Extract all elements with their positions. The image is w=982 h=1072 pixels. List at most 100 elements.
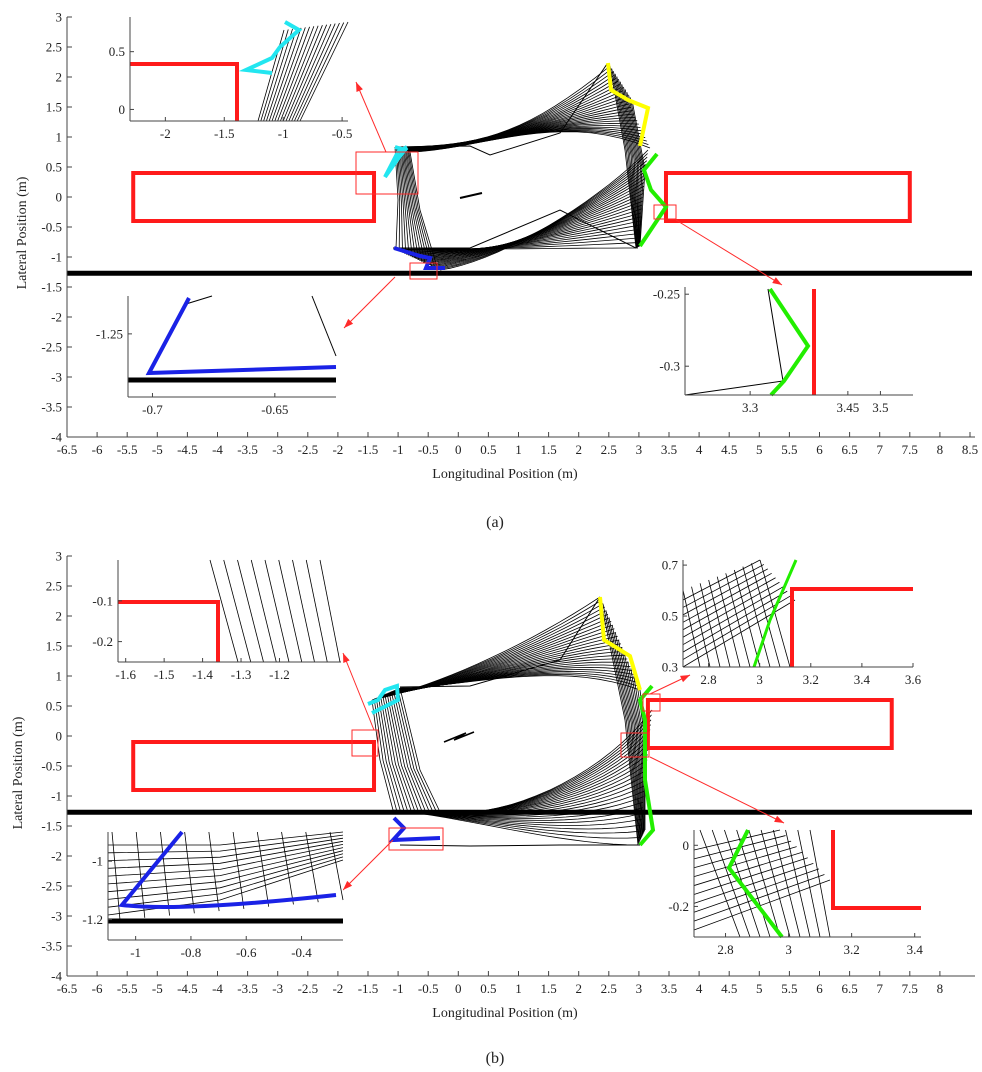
trajectory-line: [264, 559, 290, 663]
arrow-head: [356, 82, 363, 92]
inset-y-tick-label: -0.3: [659, 359, 680, 374]
x-tick-label: -1: [393, 981, 404, 996]
trajectory-line: [396, 147, 403, 252]
trajectory-line: [400, 228, 640, 252]
trajectory-line: [682, 559, 761, 601]
trajectory-line: [285, 24, 328, 122]
inset-x-tick-label: -1.4: [192, 667, 213, 682]
zoom-insets: -1.6 -1.5 -1.4 -1.3 -1.2 -0.1 -0.2 2.8 3 3.2 3.4 3.…: [82, 558, 923, 960]
inset-background: [683, 560, 913, 667]
trajectory-line: [399, 148, 410, 255]
trajectory-line: [699, 829, 741, 938]
trajectory-line: [398, 148, 407, 254]
x-tick-label: -0.5: [418, 442, 439, 457]
zoom-inset-top-right: 2.8 3 3.2 3.4 3.6 0.7 0.5 0.3: [662, 558, 922, 687]
inset-x-tick-label: -0.6: [236, 945, 257, 960]
x-tick-label: 1: [515, 981, 522, 996]
y-tick-label: -2: [51, 849, 62, 864]
trajectory-line: [271, 27, 306, 122]
x-tick-label: -5.5: [117, 442, 138, 457]
x-tick-label: 5: [756, 442, 763, 457]
front-left-corner-path: [598, 596, 642, 691]
trajectory-line: [299, 21, 349, 122]
inset-y-tick-label: 0.3: [662, 660, 678, 675]
x-tick-label: 5: [756, 981, 763, 996]
trajectory-line: [160, 831, 170, 916]
trajectory-line: [250, 559, 277, 663]
front-left-corner-path: [606, 62, 651, 147]
inset-x-tick-label: 3.4: [907, 942, 924, 957]
panel-a: -6.5 -6 -5.5 -5 -4.5 -4 -3.5 -3 -2.5 -2 -1.5 -1 -0.5…: [15, 10, 978, 532]
inset-x-tick-label: -0.8: [181, 945, 202, 960]
x-tick-label: 0.5: [480, 981, 496, 996]
pose-outline: [399, 844, 640, 847]
trajectory-line: [107, 834, 344, 854]
trajectory-line: [403, 150, 423, 262]
inset-x-tick-label: 3.2: [844, 942, 860, 957]
trajectory-line: [402, 96, 627, 150]
arrow-head: [343, 653, 350, 663]
obstacle-box: [831, 830, 921, 910]
zoom-box: [351, 729, 379, 757]
zoom-box: [355, 151, 419, 195]
trajectory-line: [223, 559, 252, 663]
trajectory-line: [392, 809, 641, 846]
trajectory-line: [288, 23, 332, 122]
trajectory-line: [633, 675, 645, 833]
trajectory-line: [107, 859, 344, 916]
panel-caption-b: (b): [486, 1050, 505, 1067]
y-tick-label: 0.5: [46, 160, 62, 175]
main-axes: -6.5 -6 -5.5 -5 -4.5 -4 -3.5 -3 -2.5 -2 -1.5 -1 -0.5…: [41, 549, 975, 996]
trajectory-line: [185, 295, 213, 305]
front-right-corner-path: [726, 829, 784, 939]
trajectory-line: [107, 853, 344, 900]
x-tick-label: 2.5: [601, 442, 617, 457]
trajectory-line: [623, 86, 639, 247]
y-tick-label: 2.5: [46, 579, 62, 594]
y-tick-label: -4: [51, 430, 62, 445]
trajectory-line: [611, 68, 637, 248]
zoom-inset-bottom-right: 3.3 3.45 3.5 -0.25 -0.3: [653, 287, 913, 415]
trajectory-line: [274, 26, 310, 122]
rear-left-corner-path: [238, 20, 303, 75]
inset-y-tick-label: 0: [119, 102, 126, 117]
pose-outline: [399, 596, 601, 688]
trajectory-line: [280, 25, 319, 122]
rear-right-corner-path: [145, 297, 337, 376]
y-axis-label: Lateral Position (m): [11, 716, 26, 829]
trajectory-line: [256, 831, 270, 907]
trajectory-lines: [392, 63, 651, 271]
trajectory-line: [268, 27, 302, 122]
trajectory-line: [406, 216, 641, 255]
trajectory-line: [277, 26, 315, 122]
trajectory-line: [382, 695, 412, 811]
x-tick-label: -0.5: [418, 981, 439, 996]
x-tick-label: -4: [212, 981, 223, 996]
trajectory-line: [439, 149, 649, 271]
trajectory-line: [108, 831, 344, 846]
trajectory-line: [319, 559, 341, 663]
trajectory-line: [418, 769, 647, 815]
inset-y-tick-label: -0.1: [92, 593, 113, 608]
x-tick-label: 1.5: [540, 442, 556, 457]
y-tick-label: 1.5: [46, 639, 62, 654]
obstacle-box: [645, 698, 894, 750]
trajectory-line: [693, 829, 781, 851]
trajectory-line: [682, 599, 796, 668]
trajectory-line: [305, 559, 328, 663]
trajectory-line: [693, 874, 825, 922]
y-tick-label: -2.5: [41, 340, 62, 355]
y-tick-label: 3: [56, 10, 63, 25]
inset-y-tick-label: 0: [683, 838, 690, 853]
trajectory-line: [419, 189, 644, 261]
trajectory-line: [785, 829, 811, 938]
trajectory-line: [393, 690, 430, 812]
x-tick-label: 6: [816, 442, 823, 457]
vehicle-bounds: [67, 596, 972, 891]
x-tick-label: 6.5: [841, 442, 857, 457]
inset-x-tick-label: -1: [278, 126, 289, 141]
inset-x-tick-label: 3: [756, 672, 763, 687]
x-tick-label: -3.5: [237, 981, 258, 996]
front-right-corner-path: [638, 152, 669, 248]
